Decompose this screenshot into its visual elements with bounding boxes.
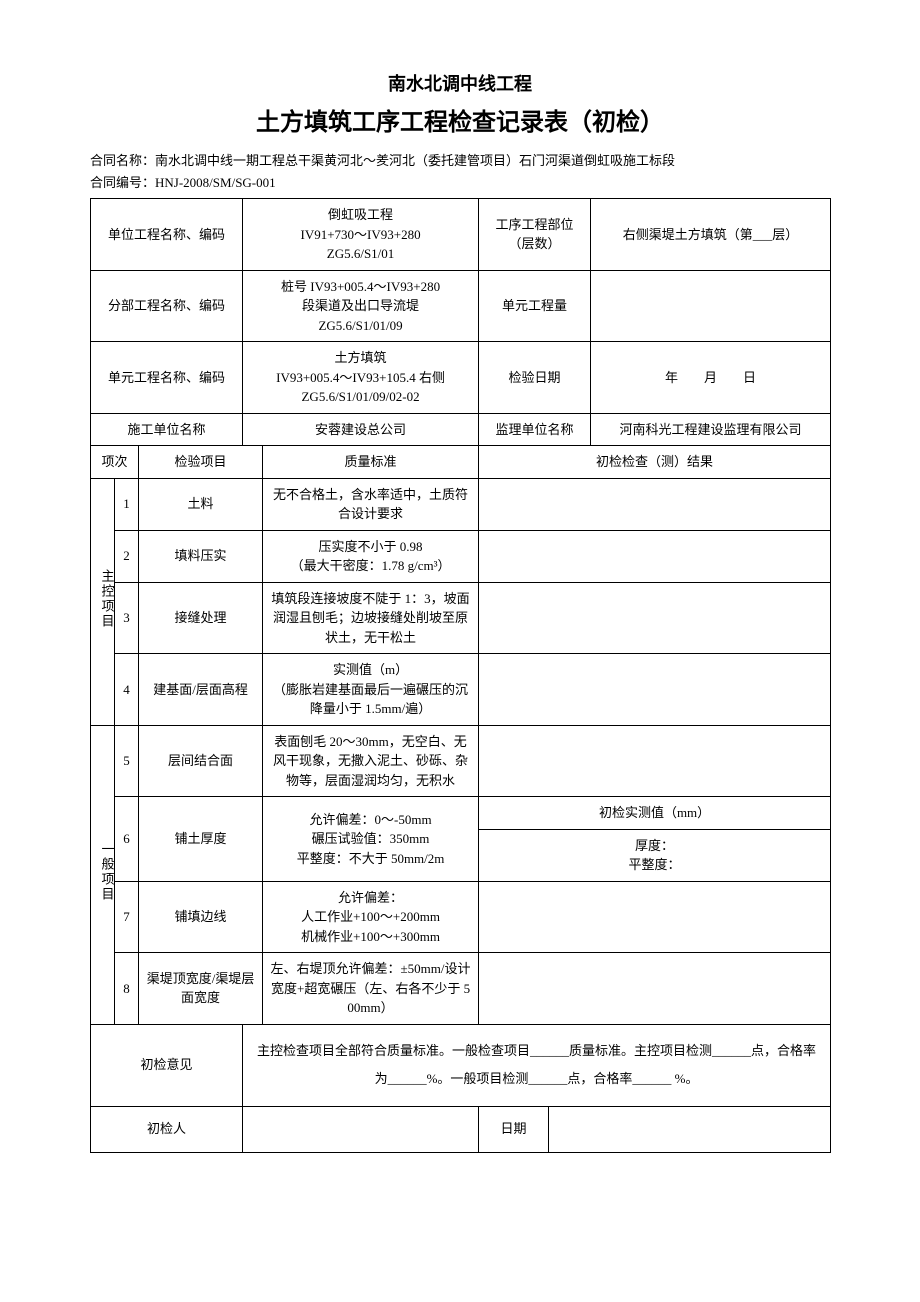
res-4	[479, 654, 831, 726]
std-6: 允许偏差：0～-50mm 碾压试验值：350mm 平整度：不大于 50mm/2m	[263, 797, 479, 882]
item-1: 土料	[139, 478, 263, 530]
item-2: 填料压实	[139, 530, 263, 582]
header-row-2: 分部工程名称、编码 桩号 IV93+005.4～IV93+280 段渠道及出口导…	[91, 270, 831, 342]
std-5: 表面刨毛 20～30mm，无空白、无风干现象，无撒入泥土、砂砾、杂物等，层面湿润…	[263, 725, 479, 797]
seq-5: 5	[115, 725, 139, 797]
res-7	[479, 881, 831, 953]
item-3: 接缝处理	[139, 582, 263, 654]
opinion-label: 初检意见	[91, 1024, 243, 1106]
inspector-value	[243, 1106, 479, 1152]
column-header-row: 项次 检验项目 质量标准 初检检查（测）结果	[91, 446, 831, 479]
group-main: 主控项目	[91, 478, 115, 725]
item-8: 渠堤顶宽度/渠堤层面宽度	[139, 953, 263, 1025]
std-4: 实测值（m） （膨胀岩建基面最后一遍碾压的沉降量小于 1.5mm/遍）	[263, 654, 479, 726]
contract-name-line: 合同名称：南水北调中线一期工程总干渠黄河北～羑河北（委托建管项目）石门河渠道倒虹…	[90, 151, 830, 171]
seq-6: 6	[115, 797, 139, 882]
inspector-label: 初检人	[91, 1106, 243, 1152]
inspector-row: 初检人 日期	[91, 1106, 831, 1152]
seq-4: 4	[115, 654, 139, 726]
inspect-date-value: 年 月 日	[591, 342, 831, 414]
col-seq: 项次	[91, 446, 139, 479]
seq-2: 2	[115, 530, 139, 582]
table-row: 4 建基面/层面高程 实测值（m） （膨胀岩建基面最后一遍碾压的沉降量小于 1.…	[91, 654, 831, 726]
item-4: 建基面/层面高程	[139, 654, 263, 726]
table-row: 6 铺土厚度 允许偏差：0～-50mm 碾压试验值：350mm 平整度：不大于 …	[91, 797, 831, 830]
table-row: 3 接缝处理 填筑段连接坡度不陡于 1：3，坡面润湿且刨毛；边坡接缝处削坡至原状…	[91, 582, 831, 654]
table-row: 8 渠堤顶宽度/渠堤层面宽度 左、右堤顶允许偏差：±50mm/设计宽度+超宽碾压…	[91, 953, 831, 1025]
unit-qty-label: 单元工程量	[479, 270, 591, 342]
res-5	[479, 725, 831, 797]
unit-project-value: 倒虹吸工程 IV91+730～IV93+280 ZG5.6/S1/01	[243, 199, 479, 271]
table-row: 2 填料压实 压实度不小于 0.98 （最大干密度：1.78 g/cm³）	[91, 530, 831, 582]
res-3	[479, 582, 831, 654]
std-8: 左、右堤顶允许偏差：±50mm/设计宽度+超宽碾压（左、右各不少于 500mm）	[263, 953, 479, 1025]
element-project-value: 土方填筑 IV93+005.4～IV93+105.4 右侧 ZG5.6/S1/0…	[243, 342, 479, 414]
header-row-3: 单元工程名称、编码 土方填筑 IV93+005.4～IV93+105.4 右侧 …	[91, 342, 831, 414]
item-7: 铺填边线	[139, 881, 263, 953]
std-7: 允许偏差： 人工作业+100～+200mm 机械作业+100～+300mm	[263, 881, 479, 953]
footer-date-label: 日期	[479, 1106, 549, 1152]
res-2	[479, 530, 831, 582]
doc-title-line2: 土方填筑工序工程检查记录表（初检）	[90, 102, 830, 137]
contract-no-value: HNJ-2008/SM/SG-001	[155, 175, 276, 190]
contract-no-label: 合同编号：	[90, 175, 155, 190]
element-project-label: 单元工程名称、编码	[91, 342, 243, 414]
supervisor-label: 监理单位名称	[479, 413, 591, 446]
table-row: 7 铺填边线 允许偏差： 人工作业+100～+200mm 机械作业+100～+3…	[91, 881, 831, 953]
res-6-bot: 厚度： 平整度：	[479, 829, 831, 881]
seq-3: 3	[115, 582, 139, 654]
opinion-row: 初检意见 主控检查项目全部符合质量标准。一般检查项目______质量标准。主控项…	[91, 1024, 831, 1106]
seq-1: 1	[115, 478, 139, 530]
res-6-top: 初检实测值（mm）	[479, 797, 831, 830]
group-general: 一般项目	[91, 725, 115, 1024]
opinion-text: 主控检查项目全部符合质量标准。一般检查项目______质量标准。主控项目检测__…	[243, 1024, 831, 1106]
item-5: 层间结合面	[139, 725, 263, 797]
std-3: 填筑段连接坡度不陡于 1：3，坡面润湿且刨毛；边坡接缝处削坡至原状土，无干松土	[263, 582, 479, 654]
col-item: 检验项目	[139, 446, 263, 479]
contract-name-value: 南水北调中线一期工程总干渠黄河北～羑河北（委托建管项目）石门河渠道倒虹吸施工标段	[155, 153, 675, 168]
seq-7: 7	[115, 881, 139, 953]
unit-qty-value	[591, 270, 831, 342]
inspect-date-label: 检验日期	[479, 342, 591, 414]
sub-project-label: 分部工程名称、编码	[91, 270, 243, 342]
contract-no-line: 合同编号：HNJ-2008/SM/SG-001	[90, 173, 830, 193]
std-1: 无不合格土，含水率适中，土质符合设计要求	[263, 478, 479, 530]
inspection-table: 单位工程名称、编码 倒虹吸工程 IV91+730～IV93+280 ZG5.6/…	[90, 198, 831, 1153]
unit-project-label: 单位工程名称、编码	[91, 199, 243, 271]
process-part-label: 工序工程部位（层数）	[479, 199, 591, 271]
header-row-1: 单位工程名称、编码 倒虹吸工程 IV91+730～IV93+280 ZG5.6/…	[91, 199, 831, 271]
supervisor-value: 河南科光工程建设监理有限公司	[591, 413, 831, 446]
footer-date-value	[549, 1106, 831, 1152]
col-standard: 质量标准	[263, 446, 479, 479]
process-part-value: 右侧渠堤土方填筑（第___层）	[591, 199, 831, 271]
doc-title-line1: 南水北调中线工程	[90, 70, 830, 96]
constructor-value: 安蓉建设总公司	[243, 413, 479, 446]
table-row: 一般项目 5 层间结合面 表面刨毛 20～30mm，无空白、无风干现象，无撒入泥…	[91, 725, 831, 797]
col-result: 初检检查（测）结果	[479, 446, 831, 479]
res-1	[479, 478, 831, 530]
sub-project-value: 桩号 IV93+005.4～IV93+280 段渠道及出口导流堤 ZG5.6/S…	[243, 270, 479, 342]
res-8	[479, 953, 831, 1025]
item-6: 铺土厚度	[139, 797, 263, 882]
constructor-label: 施工单位名称	[91, 413, 243, 446]
contract-name-label: 合同名称：	[90, 153, 155, 168]
seq-8: 8	[115, 953, 139, 1025]
table-row: 主控项目 1 土料 无不合格土，含水率适中，土质符合设计要求	[91, 478, 831, 530]
std-2: 压实度不小于 0.98 （最大干密度：1.78 g/cm³）	[263, 530, 479, 582]
header-row-4: 施工单位名称 安蓉建设总公司 监理单位名称 河南科光工程建设监理有限公司	[91, 413, 831, 446]
